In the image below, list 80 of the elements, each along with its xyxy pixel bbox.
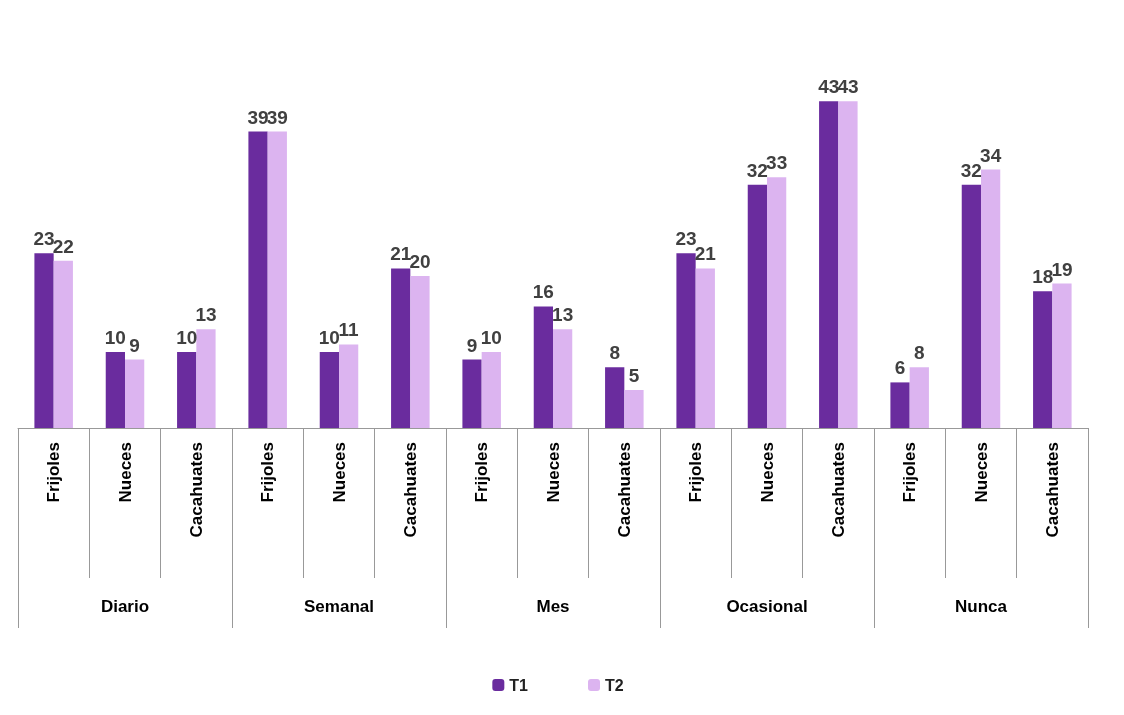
bar [553, 329, 573, 428]
bar [248, 131, 268, 428]
bar [391, 268, 411, 428]
text: Mes [536, 597, 570, 616]
bar [767, 177, 787, 428]
text: Diario [100, 597, 150, 616]
bar [605, 367, 625, 428]
x-tick-label: Frijoles [900, 442, 920, 503]
data-label: 9 [129, 334, 140, 356]
data-label: 16 [532, 281, 554, 303]
data-label: 21 [390, 243, 412, 265]
bar [196, 329, 216, 428]
x-tick-label: Nueces [971, 442, 991, 503]
data-label: 10 [176, 327, 198, 348]
data-label: 13 [195, 304, 217, 326]
data-label: 33 [766, 152, 788, 174]
bar [53, 260, 73, 428]
data-label: 43 [818, 76, 840, 98]
text: Semanal [304, 597, 374, 616]
bar [105, 352, 125, 428]
legend-label: T1 [509, 676, 529, 694]
x-tick-label: Frijoles [258, 442, 278, 503]
x-tick-label: Cacahuates [400, 442, 420, 538]
bar [676, 253, 696, 428]
data-label: 23 [33, 228, 55, 250]
data-label: 39 [247, 106, 269, 128]
data-label: 21 [694, 243, 717, 265]
bar [1033, 291, 1053, 428]
data-label: 11 [338, 319, 360, 341]
bar [695, 268, 715, 428]
data-label: 6 [894, 357, 906, 379]
data-label: 10 [104, 327, 126, 348]
data-label: 32 [960, 159, 982, 181]
data-label: 5 [628, 365, 640, 386]
legend-label: T2 [605, 676, 624, 694]
x-tick-label: Cacahuates [828, 442, 848, 538]
data-label: 10 [318, 327, 340, 348]
data-label: 23 [675, 228, 697, 250]
bar [909, 367, 929, 428]
bar [34, 253, 54, 428]
bar [981, 169, 1001, 428]
data-label: 8 [609, 342, 620, 364]
x-tick-label: Frijoles [44, 442, 64, 503]
x-tick-label: Cacahuates [186, 442, 206, 538]
x-tick-label: Cacahuates [614, 442, 634, 538]
x-tick-label: Nueces [115, 442, 135, 503]
x-tick-label: Nueces [329, 442, 349, 503]
bar [125, 359, 145, 428]
bar [1052, 283, 1072, 428]
data-label: 10 [480, 327, 502, 348]
x-tick-label: Cacahuates [1042, 442, 1062, 538]
text: Nunca [955, 597, 1008, 616]
x-tick-label: Frijoles [472, 442, 492, 503]
bar [481, 352, 501, 428]
bar [533, 306, 553, 428]
bar [267, 131, 287, 428]
data-label: 20 [409, 251, 431, 272]
bar [961, 184, 981, 428]
data-label: 13 [552, 304, 574, 326]
data-label: 8 [914, 342, 925, 364]
x-tick-label: Frijoles [686, 442, 706, 503]
bar [462, 359, 482, 428]
data-label: 18 [1032, 266, 1054, 288]
x-tick-label: Nueces [543, 442, 563, 503]
bar [838, 101, 858, 428]
x-tick-label: Nueces [757, 442, 777, 503]
text: Ocasional [726, 597, 808, 616]
bar [624, 390, 644, 428]
bar [890, 382, 910, 428]
data-label: 9 [466, 334, 478, 356]
bar [410, 276, 430, 428]
data-label: 34 [980, 144, 1002, 166]
data-label: 39 [266, 106, 288, 128]
data-label: 43 [837, 76, 859, 98]
data-label: 32 [746, 159, 768, 181]
bar [819, 101, 839, 428]
bar [177, 352, 197, 428]
bar [319, 352, 339, 428]
bar [339, 344, 359, 428]
bar [747, 184, 767, 428]
